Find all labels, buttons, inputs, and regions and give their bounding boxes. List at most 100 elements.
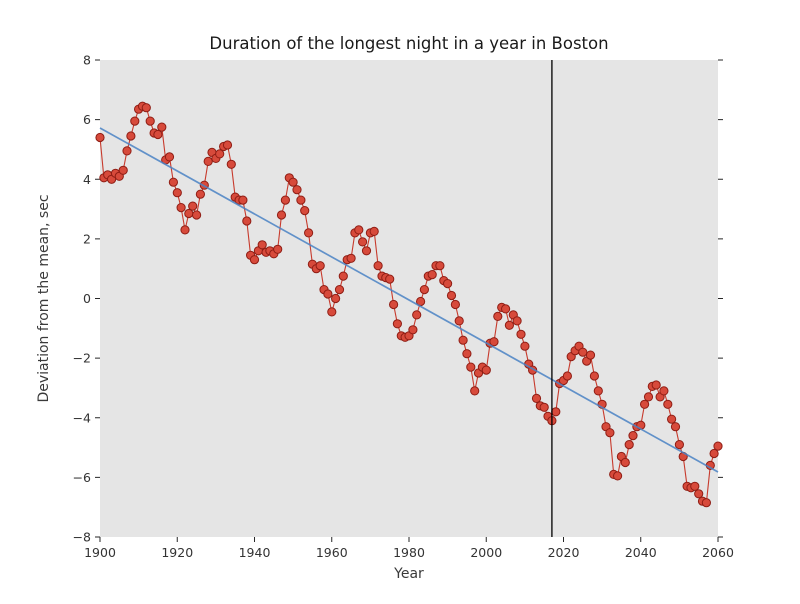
data-point <box>694 489 704 499</box>
data-point <box>427 270 437 280</box>
data-point <box>663 399 673 409</box>
chart-title: Duration of the longest night in a year … <box>209 34 608 53</box>
data-point <box>238 195 248 205</box>
data-point <box>613 471 623 481</box>
y-tick-label: −4 <box>73 410 91 425</box>
data-point <box>466 362 476 372</box>
data-point <box>504 320 514 330</box>
data-point <box>454 316 464 326</box>
data-point <box>95 132 105 143</box>
data-point <box>674 440 685 450</box>
data-point <box>709 448 719 459</box>
data-point <box>605 428 615 438</box>
data-point <box>226 159 236 169</box>
data-point <box>520 341 530 351</box>
data-point <box>640 399 650 409</box>
data-point <box>385 274 395 284</box>
data-point <box>531 393 542 403</box>
data-point <box>512 316 522 326</box>
data-point <box>184 208 194 219</box>
y-tick-label: 2 <box>83 231 91 246</box>
x-tick-label: 1920 <box>161 545 193 560</box>
data-series <box>95 60 723 537</box>
data-point <box>593 386 603 396</box>
data-point <box>501 304 511 314</box>
x-axis-label: Year <box>393 566 424 582</box>
x-tick-label: 1940 <box>239 545 271 560</box>
data-point <box>338 271 348 281</box>
data-point <box>462 349 472 359</box>
data-point <box>493 311 503 321</box>
data-point <box>392 319 402 329</box>
data-point <box>280 195 290 205</box>
data-point <box>323 289 333 299</box>
data-point <box>450 299 460 310</box>
data-point <box>713 441 723 451</box>
y-tick-label: 4 <box>83 172 91 187</box>
data-point <box>361 246 372 256</box>
data-point <box>288 177 298 187</box>
y-tick-label: −6 <box>73 470 91 485</box>
data-point <box>446 290 457 301</box>
data-point <box>643 392 654 402</box>
data-point <box>346 253 356 263</box>
data-point <box>315 261 325 271</box>
data-point <box>659 386 669 396</box>
x-tick-label: 1900 <box>84 545 116 560</box>
data-point <box>690 481 700 491</box>
data-point <box>354 225 364 235</box>
data-point <box>122 146 132 156</box>
data-point <box>443 279 453 289</box>
data-point <box>701 498 712 508</box>
data-point <box>489 337 499 347</box>
plot-area <box>100 60 718 537</box>
data-point <box>257 240 267 250</box>
x-tick-label: 1960 <box>316 545 348 560</box>
data-point <box>304 228 314 238</box>
data-point <box>562 371 573 381</box>
data-point <box>389 299 399 310</box>
data-point <box>458 335 468 345</box>
data-point <box>153 129 163 140</box>
y-tick-label: −2 <box>73 351 91 366</box>
x-tick-label: 2060 <box>702 545 734 560</box>
data-point <box>126 131 136 141</box>
data-point <box>172 188 182 198</box>
data-point <box>276 210 287 220</box>
data-point <box>118 165 128 175</box>
data-point <box>667 414 677 424</box>
y-tick-label: 6 <box>83 112 91 127</box>
x-tick-label: 2000 <box>470 545 502 560</box>
y-tick-label: −8 <box>73 530 91 545</box>
data-point <box>222 140 233 150</box>
data-point <box>620 457 630 468</box>
data-point <box>481 365 491 375</box>
x-tick-label: 1980 <box>393 545 425 560</box>
data-point <box>358 237 368 247</box>
data-point <box>327 307 337 317</box>
data-point <box>180 225 190 235</box>
data-point <box>141 103 151 113</box>
data-point <box>296 195 306 205</box>
data-point <box>215 149 225 159</box>
data-point <box>408 325 418 335</box>
data-point <box>195 189 205 199</box>
data-point <box>412 310 422 320</box>
data-point <box>578 347 588 357</box>
data-point <box>369 226 379 236</box>
data-point <box>242 216 252 226</box>
data-point <box>168 177 178 187</box>
data-point <box>273 244 283 254</box>
data-point <box>589 371 600 381</box>
data-point <box>145 116 155 126</box>
x-tick-label: 2020 <box>548 545 580 560</box>
data-point <box>176 203 186 213</box>
data-point <box>419 285 429 295</box>
data-point <box>157 122 167 132</box>
data-point <box>188 201 198 211</box>
data-point <box>192 210 202 220</box>
data-point <box>539 402 549 412</box>
y-tick-label: 8 <box>83 53 91 68</box>
